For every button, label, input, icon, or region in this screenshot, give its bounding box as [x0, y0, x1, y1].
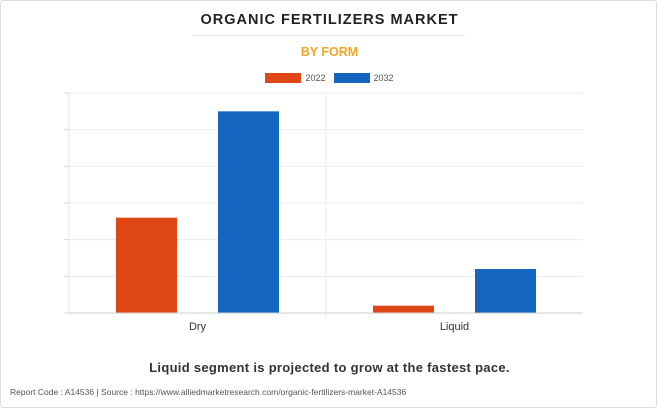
bar-dry-2022: [116, 217, 177, 313]
x-tick-label-liquid: Liquid: [440, 321, 469, 333]
legend-item-2032[interactable]: 2032: [333, 73, 394, 83]
legend-swatch-2022: [265, 73, 302, 83]
chart-footnote: Liquid segment is projected to grow at t…: [149, 360, 510, 375]
legend-label-2032: 2032: [373, 73, 394, 83]
chart-title: ORGANIC FERTILIZERS MARKET: [200, 12, 459, 28]
source-line: Report Code : A14536 | Source : https://…: [10, 387, 407, 397]
legend-label-2022: 2022: [305, 73, 326, 83]
title-divider: [193, 35, 465, 36]
legend-swatch-2032: [333, 73, 370, 83]
bar-liquid-2032: [475, 269, 536, 313]
legend-item-2022[interactable]: 2022: [265, 73, 326, 83]
x-tick-label-dry: Dry: [189, 321, 207, 333]
bar-dry-2032: [218, 111, 279, 313]
bar-liquid-2022: [373, 305, 434, 313]
chart-legend: 2022 2032: [1, 73, 657, 83]
chart-subtitle: BY FORM: [300, 45, 359, 59]
bar-chart: Dry Liquid: [64, 92, 583, 333]
